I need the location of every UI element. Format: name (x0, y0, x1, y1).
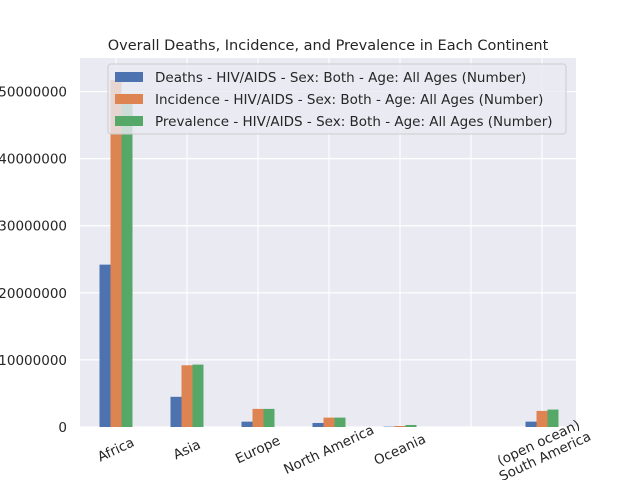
y-tick-label: 10000000 (0, 353, 67, 369)
legend-label: Prevalence - HIV/AIDS - Sex: Both - Age:… (155, 114, 553, 130)
bar-0-6 (525, 421, 537, 427)
legend-label: Deaths - HIV/AIDS - Sex: Both - Age: All… (155, 70, 526, 86)
y-tick-label: 0 (58, 420, 67, 436)
bar-0-3 (312, 422, 324, 427)
bars (99, 80, 559, 427)
bar-2-6 (547, 409, 559, 427)
legend-swatch (115, 94, 143, 104)
y-tick-label: 30000000 (0, 219, 67, 235)
legend-label: Incidence - HIV/AIDS - Sex: Both - Age: … (155, 92, 543, 108)
x-tick-label: Oceania (372, 431, 429, 469)
legend-swatch (115, 72, 143, 82)
bar-2-1 (192, 364, 204, 427)
x-tick-label: North America (281, 422, 376, 478)
y-tick-label: 20000000 (0, 286, 67, 302)
bar-1-4 (394, 425, 406, 427)
bar-1-1 (181, 365, 193, 427)
chart-title: Overall Deaths, Incidence, and Prevalenc… (108, 38, 549, 54)
bar-0-0 (99, 264, 111, 427)
bar-2-3 (334, 417, 346, 427)
legend-swatch (115, 116, 143, 126)
bar-2-4 (405, 424, 417, 427)
x-tick-label: Asia (171, 437, 203, 463)
legend: Deaths - HIV/AIDS - Sex: Both - Age: All… (107, 63, 567, 135)
bar-0-2 (241, 421, 253, 427)
bar-2-2 (263, 408, 275, 427)
bar-1-3 (323, 417, 335, 427)
bar-1-6 (536, 410, 548, 427)
bar-1-0 (110, 80, 122, 427)
x-tick-label: Europe (233, 433, 283, 468)
x-tick-label: Africa (95, 435, 137, 466)
y-tick-label: 50000000 (0, 85, 67, 101)
bar-0-1 (170, 396, 182, 427)
legend-box (107, 63, 567, 135)
bar-1-2 (252, 408, 264, 427)
bar-2-0 (121, 99, 133, 427)
y-tick-label: 40000000 (0, 152, 67, 168)
y-axis: 0 10000000 20000000 30000000 40000000 5000000… (0, 85, 67, 436)
